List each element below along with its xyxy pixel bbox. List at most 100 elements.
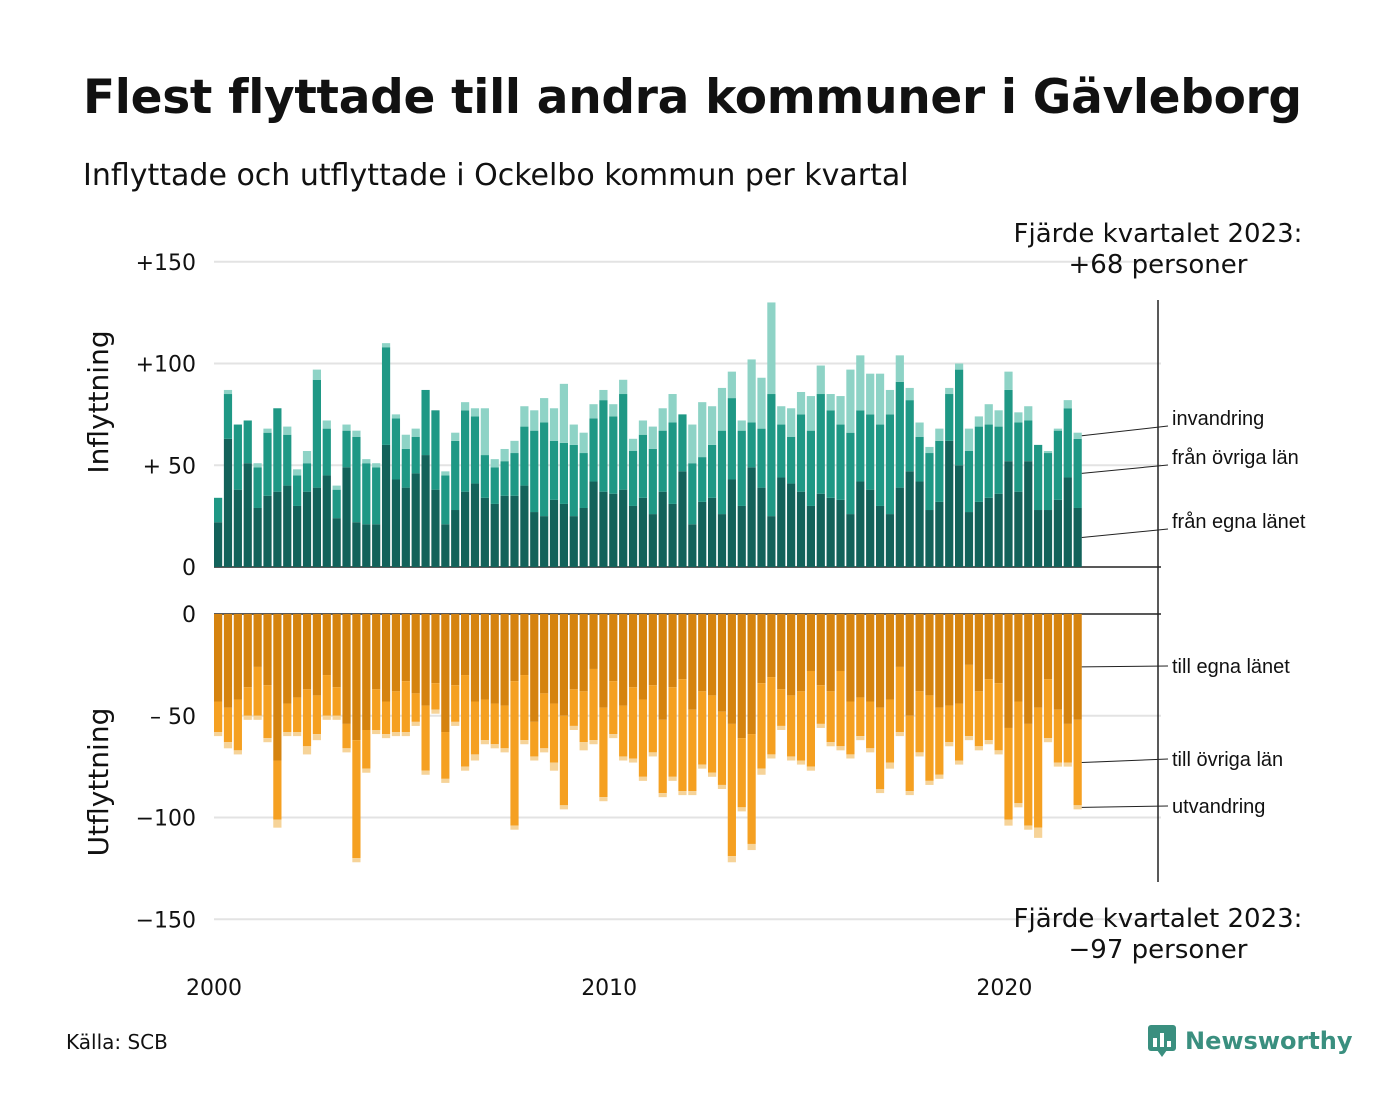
bar-out_egna bbox=[964, 614, 974, 665]
bar-in_egna bbox=[362, 524, 371, 567]
bar-in_egna bbox=[787, 483, 796, 567]
bar-out_ovriga bbox=[283, 703, 292, 733]
bar-in_egna bbox=[737, 505, 746, 567]
bar-out_ovriga bbox=[688, 709, 697, 792]
bar-out_ovriga bbox=[678, 679, 687, 792]
bar-out_utvandring bbox=[836, 746, 845, 751]
bar-in_egna bbox=[905, 471, 914, 567]
bar-out_egna bbox=[559, 614, 568, 716]
bar-in_invandring bbox=[263, 428, 272, 433]
bar-out_ovriga bbox=[599, 707, 608, 798]
bar-out_ovriga bbox=[1073, 719, 1082, 806]
bar-in_egna bbox=[895, 487, 904, 567]
bar-out_egna bbox=[579, 614, 588, 692]
bar-in_invandring bbox=[796, 391, 806, 415]
bar-in_ovriga bbox=[559, 442, 568, 504]
bar-in_invandring bbox=[1063, 400, 1072, 409]
bar-out_egna bbox=[470, 614, 480, 702]
bar-in_egna bbox=[569, 516, 578, 567]
bar-in_egna bbox=[223, 438, 233, 567]
series-labels: invandring från övriga län från egna länet… bbox=[1081, 408, 1306, 818]
bar-in_ovriga bbox=[648, 448, 657, 515]
bar-out_utvandring bbox=[658, 793, 667, 798]
bar-in_invandring bbox=[895, 355, 904, 382]
bar-in_invandring bbox=[885, 389, 895, 415]
bar-in_ovriga bbox=[302, 463, 312, 492]
top-y-tick-label: +150 bbox=[136, 251, 196, 276]
top-annotation-line1: Fjärde kvartalet 2023: bbox=[1014, 219, 1303, 249]
bar-in_egna bbox=[856, 481, 865, 567]
bar-out_ovriga bbox=[480, 699, 489, 741]
bar-out_utvandring bbox=[816, 723, 825, 728]
bar-out_ovriga bbox=[1063, 723, 1072, 763]
bottom-y-tick-label: – 50 bbox=[150, 705, 196, 730]
bar-out_ovriga bbox=[806, 670, 815, 767]
bar-out_ovriga bbox=[579, 691, 588, 743]
bar-out_ovriga bbox=[628, 687, 638, 759]
bar-out_ovriga bbox=[569, 689, 578, 726]
bar-out_egna bbox=[322, 614, 331, 676]
bar-out_egna bbox=[846, 614, 855, 702]
bar-out_utvandring bbox=[411, 721, 420, 726]
bar-out_egna bbox=[233, 614, 242, 700]
bar-out_utvandring bbox=[500, 748, 509, 753]
top-y-axis-label: Inflyttning bbox=[82, 330, 115, 473]
bar-out_egna bbox=[1063, 614, 1072, 724]
bar-in_ovriga bbox=[312, 379, 321, 488]
bar-out_utvandring bbox=[826, 742, 835, 747]
top-y-tick-label: + 50 bbox=[143, 454, 196, 479]
bar-in_ovriga bbox=[401, 448, 410, 488]
bar-in_egna bbox=[767, 516, 776, 567]
bar-out_egna bbox=[747, 614, 756, 735]
bar-out_utvandring bbox=[727, 856, 736, 863]
bar-in_ovriga bbox=[1004, 389, 1013, 462]
bar-out_ovriga bbox=[796, 691, 806, 761]
bar-in_ovriga bbox=[1034, 444, 1043, 511]
bar-in_ovriga bbox=[273, 408, 282, 492]
bar-in_invandring bbox=[767, 302, 776, 395]
bar-in_ovriga bbox=[708, 444, 717, 498]
bar-in_ovriga bbox=[520, 426, 529, 486]
bar-in_egna bbox=[1043, 510, 1053, 567]
bar-out_ovriga bbox=[727, 723, 736, 857]
bar-out_egna bbox=[875, 614, 885, 708]
bar-out_ovriga bbox=[470, 701, 480, 755]
bar-out_egna bbox=[777, 614, 786, 690]
bar-out_egna bbox=[312, 614, 321, 696]
bar-out_utvandring bbox=[638, 776, 648, 781]
bar-out_ovriga bbox=[974, 691, 983, 747]
bar-out_utvandring bbox=[777, 725, 786, 730]
bar-out_ovriga bbox=[747, 734, 756, 844]
bar-in_egna bbox=[233, 489, 242, 567]
bar-out_utvandring bbox=[431, 709, 440, 714]
bar-in_invandring bbox=[648, 426, 657, 449]
bar-out_utvandring bbox=[530, 756, 539, 761]
bar-out_egna bbox=[895, 614, 904, 667]
bar-out_egna bbox=[688, 614, 697, 710]
bar-out_egna bbox=[796, 614, 806, 692]
bar-out_utvandring bbox=[283, 732, 292, 737]
bar-in_egna bbox=[747, 467, 756, 567]
bar-out_utvandring bbox=[293, 732, 302, 737]
bar-out_ovriga bbox=[638, 699, 648, 777]
bar-out_egna bbox=[698, 614, 707, 692]
bar-out_egna bbox=[658, 614, 667, 720]
bar-out_ovriga bbox=[520, 675, 529, 741]
bar-out_utvandring bbox=[470, 754, 480, 761]
bar-out_ovriga bbox=[263, 685, 272, 739]
bar-out_utvandring bbox=[214, 732, 223, 737]
bar-in_ovriga bbox=[342, 430, 351, 468]
bar-in_invandring bbox=[253, 463, 262, 468]
bar-in_egna bbox=[421, 455, 430, 567]
bar-out_utvandring bbox=[875, 789, 885, 794]
bar-in_ovriga bbox=[945, 394, 954, 441]
label-leader-line bbox=[1081, 758, 1169, 764]
bar-in_ovriga bbox=[905, 400, 914, 472]
bar-out_utvandring bbox=[391, 732, 401, 737]
bar-out_utvandring bbox=[796, 760, 806, 765]
bar-out_utvandring bbox=[915, 752, 924, 757]
bar-out_utvandring bbox=[352, 858, 361, 863]
bar-in_invandring bbox=[1043, 451, 1053, 454]
bar-out_utvandring bbox=[540, 748, 549, 753]
bar-in_invandring bbox=[381, 343, 391, 348]
